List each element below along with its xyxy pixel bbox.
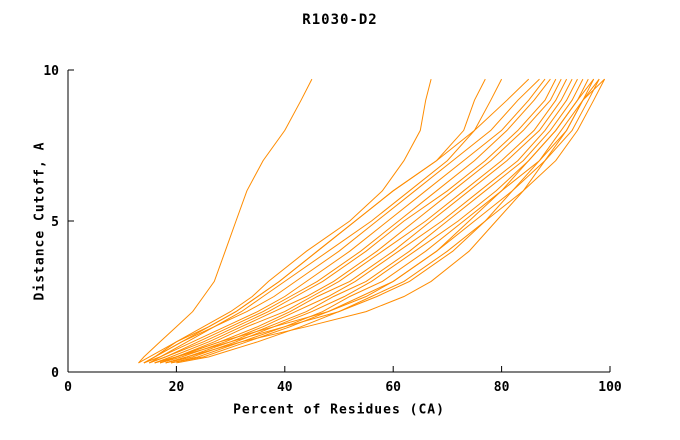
- model-curve: [159, 78, 595, 364]
- y-tick-label: 10: [43, 64, 59, 79]
- model-curve: [154, 78, 605, 364]
- model-curve: [170, 78, 595, 364]
- model-curve: [149, 78, 503, 364]
- model-curve: [170, 78, 600, 364]
- y-tick-label: 5: [51, 215, 59, 230]
- x-tick-label: 80: [494, 380, 510, 395]
- x-tick-label: 20: [169, 380, 185, 395]
- x-tick-label: 40: [277, 380, 293, 395]
- model-curve: [159, 78, 578, 364]
- model-curve: [165, 78, 584, 364]
- y-axis-label: Distance Cutoff, A: [32, 141, 48, 301]
- y-tick-label: 0: [51, 366, 59, 381]
- model-curve: [143, 78, 540, 364]
- x-axis-label: Percent of Residues (CA): [233, 402, 445, 418]
- x-tick-label: 100: [598, 380, 622, 395]
- x-tick-label: 0: [64, 380, 72, 395]
- model-curve: [176, 78, 606, 364]
- model-curve: [143, 78, 546, 364]
- model-curve: [149, 78, 551, 364]
- model-curve: [159, 78, 573, 364]
- model-curve: [138, 78, 530, 364]
- model-curve: [154, 78, 568, 364]
- model-curve: [143, 78, 486, 364]
- x-tick-label: 60: [385, 380, 401, 395]
- model-curve: [149, 78, 557, 364]
- model-curve: [138, 78, 313, 364]
- model-curve: [154, 78, 562, 364]
- model-curve: [165, 78, 600, 364]
- chart-title: R1030-D2: [302, 12, 378, 28]
